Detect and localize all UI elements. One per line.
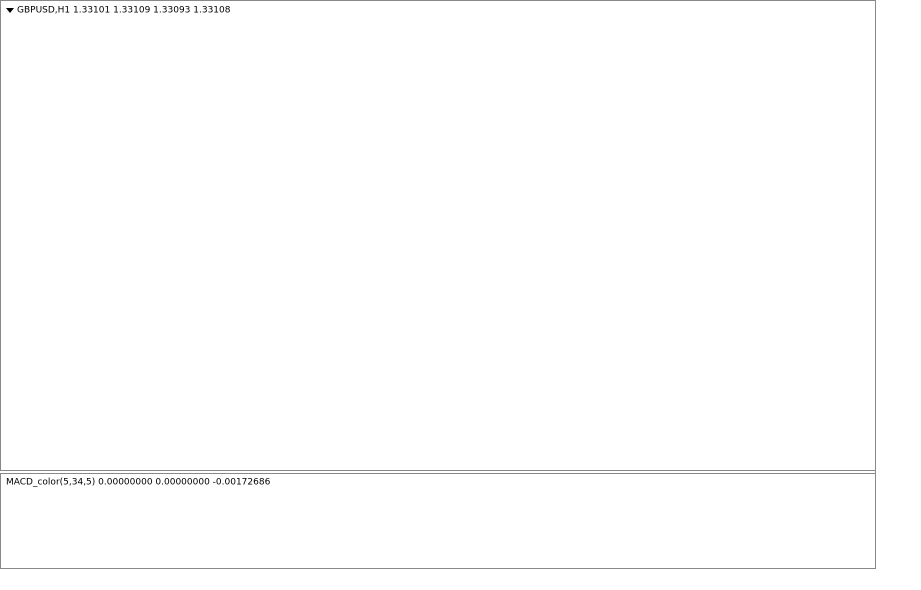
menu-triangle	[6, 8, 14, 13]
macd-frame	[0, 473, 876, 569]
chart-title: GBPUSD,H1 1.33101 1.33109 1.33093 1.3310…	[17, 6, 231, 16]
main-frame	[0, 0, 876, 471]
macd-title: MACD_color(5,34,5) 0.00000000 0.00000000…	[6, 478, 271, 488]
